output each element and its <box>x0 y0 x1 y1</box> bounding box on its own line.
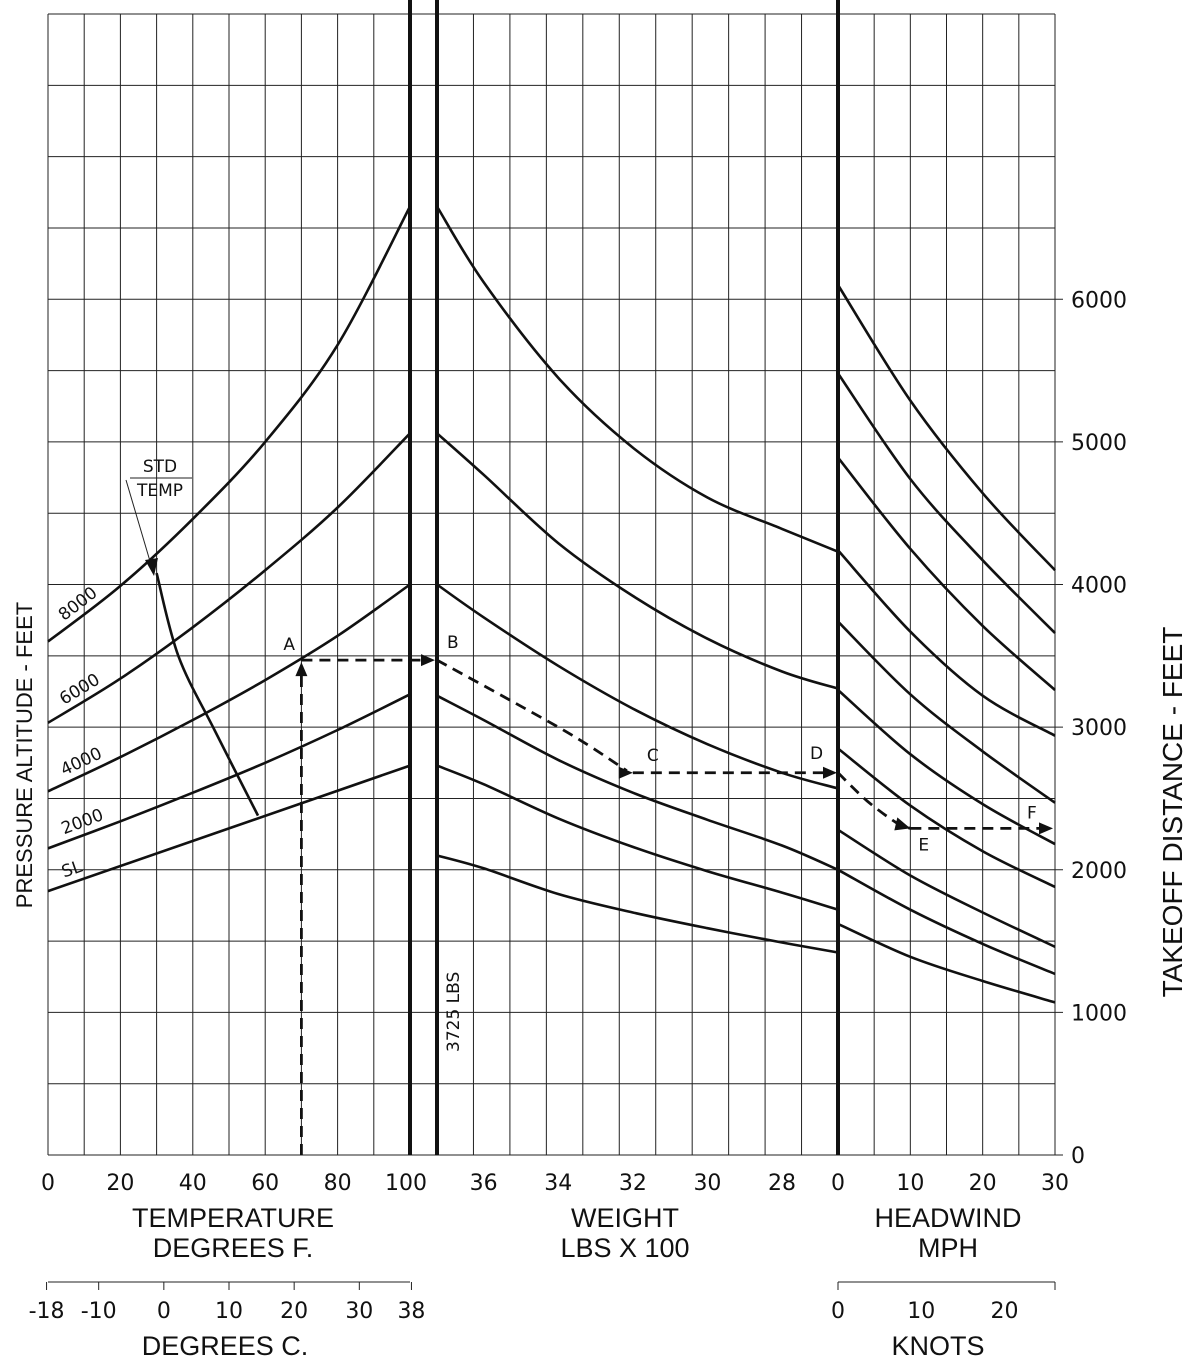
point-label-d: D <box>810 744 823 764</box>
headwind-curve-7 <box>837 549 1056 737</box>
celsius-tick-label: -18 <box>29 1299 65 1324</box>
curves <box>47 205 1056 1004</box>
headwind-tick-label: 20 <box>969 1171 997 1196</box>
altitude-curve-6000 <box>47 432 411 724</box>
weight-curve-2 <box>436 764 839 911</box>
arrowhead-b <box>421 654 435 667</box>
example-line-headwind <box>837 771 911 830</box>
knots-tick-label: 0 <box>831 1299 845 1324</box>
headwind-curve-9 <box>836 372 1056 634</box>
weight-tick-label: 36 <box>470 1171 498 1196</box>
weight-curve-6 <box>435 205 839 553</box>
arrowhead-a <box>295 662 308 677</box>
y-tick-label: 5000 <box>1071 431 1127 456</box>
weight-axis-title: WEIGHT <box>571 1203 679 1233</box>
std-temp-line <box>155 572 260 817</box>
weight-axis-subtitle: LBS X 100 <box>560 1233 689 1263</box>
weight-tick-label: 32 <box>619 1171 647 1196</box>
y-axis-label-right: TAKEOFF DISTANCE - FEET <box>1157 627 1188 998</box>
headwind-curve-8 <box>836 456 1056 691</box>
headwind-axis-title: HEADWIND <box>875 1203 1022 1233</box>
chart-text: PRESSURE ALTITUDE - FEET TAKEOFF DISTANC… <box>12 288 1188 1361</box>
std-temp-label-bottom: TEMP <box>136 481 183 501</box>
y-tick-label: 1000 <box>1071 1001 1127 1026</box>
temperature-tick-label: 80 <box>324 1171 352 1196</box>
altitude-curve-sl <box>47 764 411 893</box>
headwind-curve-3 <box>837 828 1056 948</box>
weight-tick-label: 34 <box>544 1171 572 1196</box>
point-label-f: F <box>1027 803 1037 823</box>
example-path <box>295 654 1053 1155</box>
weight-reference-label: 3725 LBS <box>444 972 464 1052</box>
knots-tick-label: 20 <box>990 1299 1018 1324</box>
y-tick-label: 0 <box>1071 1144 1085 1169</box>
example-line-weight <box>436 658 628 772</box>
point-label-b: B <box>447 633 459 653</box>
altitude-curve-8000 <box>47 205 412 643</box>
std-temp-label-top: STD <box>143 457 177 477</box>
arrowhead-c <box>618 766 633 779</box>
headwind-tick-label: 30 <box>1041 1171 1069 1196</box>
grid <box>47 13 1056 1156</box>
arrowhead-f <box>1039 822 1053 835</box>
knots-axis-title: KNOTS <box>891 1331 984 1361</box>
headwind-curve-4 <box>837 747 1056 889</box>
celsius-tick-label: 30 <box>345 1299 373 1324</box>
y-tick-label: 2000 <box>1071 859 1127 884</box>
headwind-tick-label: 10 <box>896 1171 924 1196</box>
celsius-tick-label: 38 <box>397 1299 425 1324</box>
weight-curve-1 <box>436 854 839 954</box>
altitude-curve-4000 <box>47 583 411 793</box>
weight-curve-5 <box>436 432 839 690</box>
weight-tick-label: 30 <box>693 1171 721 1196</box>
temperature-axis-subtitle: DEGREES F. <box>153 1233 314 1263</box>
y-tick-label: 3000 <box>1071 716 1127 741</box>
headwind-curve-6 <box>837 620 1056 804</box>
headwind-tick-label: 0 <box>831 1171 845 1196</box>
temperature-tick-label: 0 <box>41 1171 55 1196</box>
chart-frame <box>46 0 1063 1290</box>
arrowhead-d <box>823 766 837 779</box>
point-label-c: C <box>647 746 659 766</box>
headwind-axis-subtitle: MPH <box>918 1233 978 1263</box>
std-temp-pointer <box>125 479 153 569</box>
celsius-tick-label: 0 <box>157 1299 171 1324</box>
weight-curve-4 <box>436 583 839 790</box>
celsius-tick-label: 10 <box>215 1299 243 1324</box>
temperature-tick-label: 40 <box>179 1171 207 1196</box>
headwind-curve-2 <box>837 868 1056 976</box>
celsius-tick-label: 20 <box>280 1299 308 1324</box>
temperature-axis-title: TEMPERATURE <box>132 1203 334 1233</box>
knots-tick-label: 10 <box>907 1299 935 1324</box>
celsius-tick-label: -10 <box>81 1299 117 1324</box>
weight-tick-label: 28 <box>768 1171 796 1196</box>
headwind-curve-10 <box>836 284 1056 572</box>
point-label-e: E <box>918 835 929 855</box>
altitude-label-2000: 2000 <box>59 805 107 839</box>
y-tick-label: 4000 <box>1071 574 1127 599</box>
temperature-tick-label: 100 <box>385 1171 427 1196</box>
celsius-axis-title: DEGREES C. <box>142 1331 309 1361</box>
altitude-curve-2000 <box>47 693 411 850</box>
temperature-tick-label: 20 <box>106 1171 134 1196</box>
weight-curve-3 <box>436 694 839 871</box>
y-tick-label: 6000 <box>1071 288 1127 313</box>
point-label-a: A <box>283 635 295 655</box>
y-axis-label-left: PRESSURE ALTITUDE - FEET <box>12 602 37 908</box>
headwind-curve-1 <box>837 922 1056 1004</box>
std-temp-arrowhead <box>145 558 158 576</box>
arrowhead-e <box>894 817 911 831</box>
temperature-tick-label: 60 <box>251 1171 279 1196</box>
